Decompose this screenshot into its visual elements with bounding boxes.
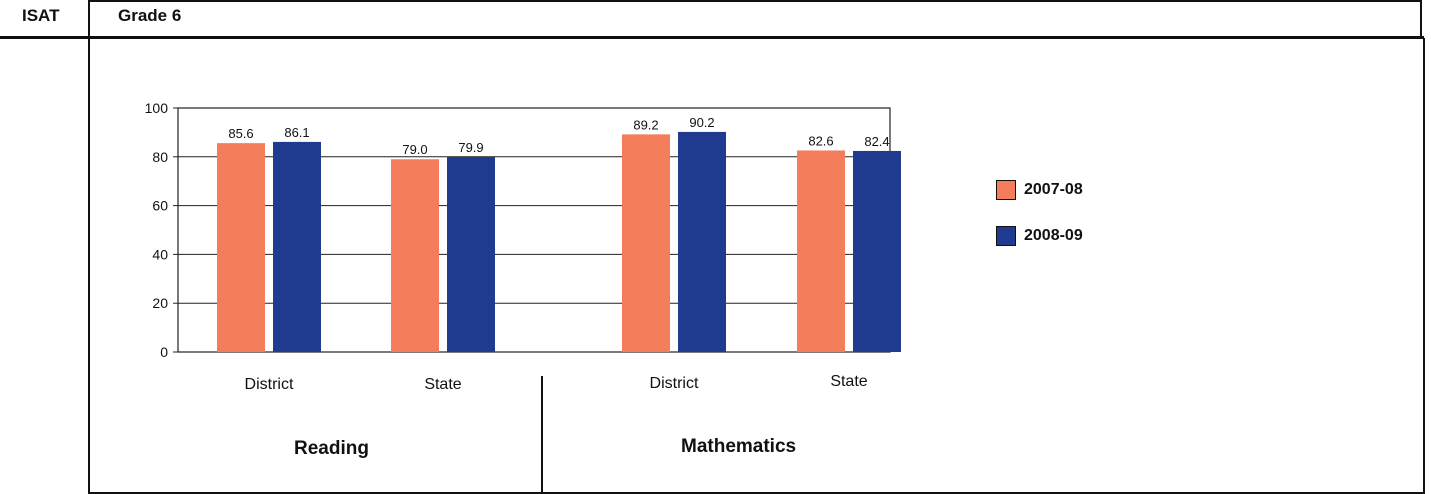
y-tick-label: 0 [160,344,168,360]
y-tick-label: 100 [145,100,169,116]
category-label: District [650,375,699,392]
data-label: 89.2 [633,117,658,132]
y-tick-label: 20 [152,295,168,311]
isat-label: ISAT [22,6,60,25]
data-label: 82.4 [864,134,889,149]
bar [391,159,439,352]
data-label: 86.1 [284,125,309,140]
data-label: 90.2 [689,115,714,130]
legend-label-2008-09: 2008-09 [1024,227,1083,244]
bar [853,150,901,352]
legend-item-2007-08: 2007-08 [996,180,1083,200]
category-label: State [424,376,461,393]
data-label: 79.0 [402,142,427,157]
bar [273,141,321,352]
data-label: 79.9 [458,140,483,155]
legend-item-2008-09: 2008-09 [996,226,1083,246]
header-rule [0,36,1424,39]
category-label: State [830,373,867,390]
bar [678,131,726,352]
data-label: 85.6 [228,126,253,141]
bar [622,134,670,352]
grade-title: Grade 6 [118,6,182,25]
y-tick-label: 60 [152,198,168,214]
bar [447,157,495,352]
bar [217,143,265,352]
group-label-mathematics: Mathematics [681,436,797,457]
legend-swatch-2008-09 [996,226,1016,246]
y-tick-label: 80 [152,149,168,165]
grade-header-box [88,0,1422,36]
category-label: District [245,376,294,393]
y-tick-label: 40 [152,246,168,262]
chart-panel [88,38,1425,494]
legend-swatch-2007-08 [996,180,1016,200]
subject-divider [541,376,543,494]
data-label: 82.6 [808,133,833,148]
legend-label-2007-08: 2007-08 [1024,181,1083,198]
group-label-reading: Reading [294,438,369,459]
bar [797,150,845,352]
